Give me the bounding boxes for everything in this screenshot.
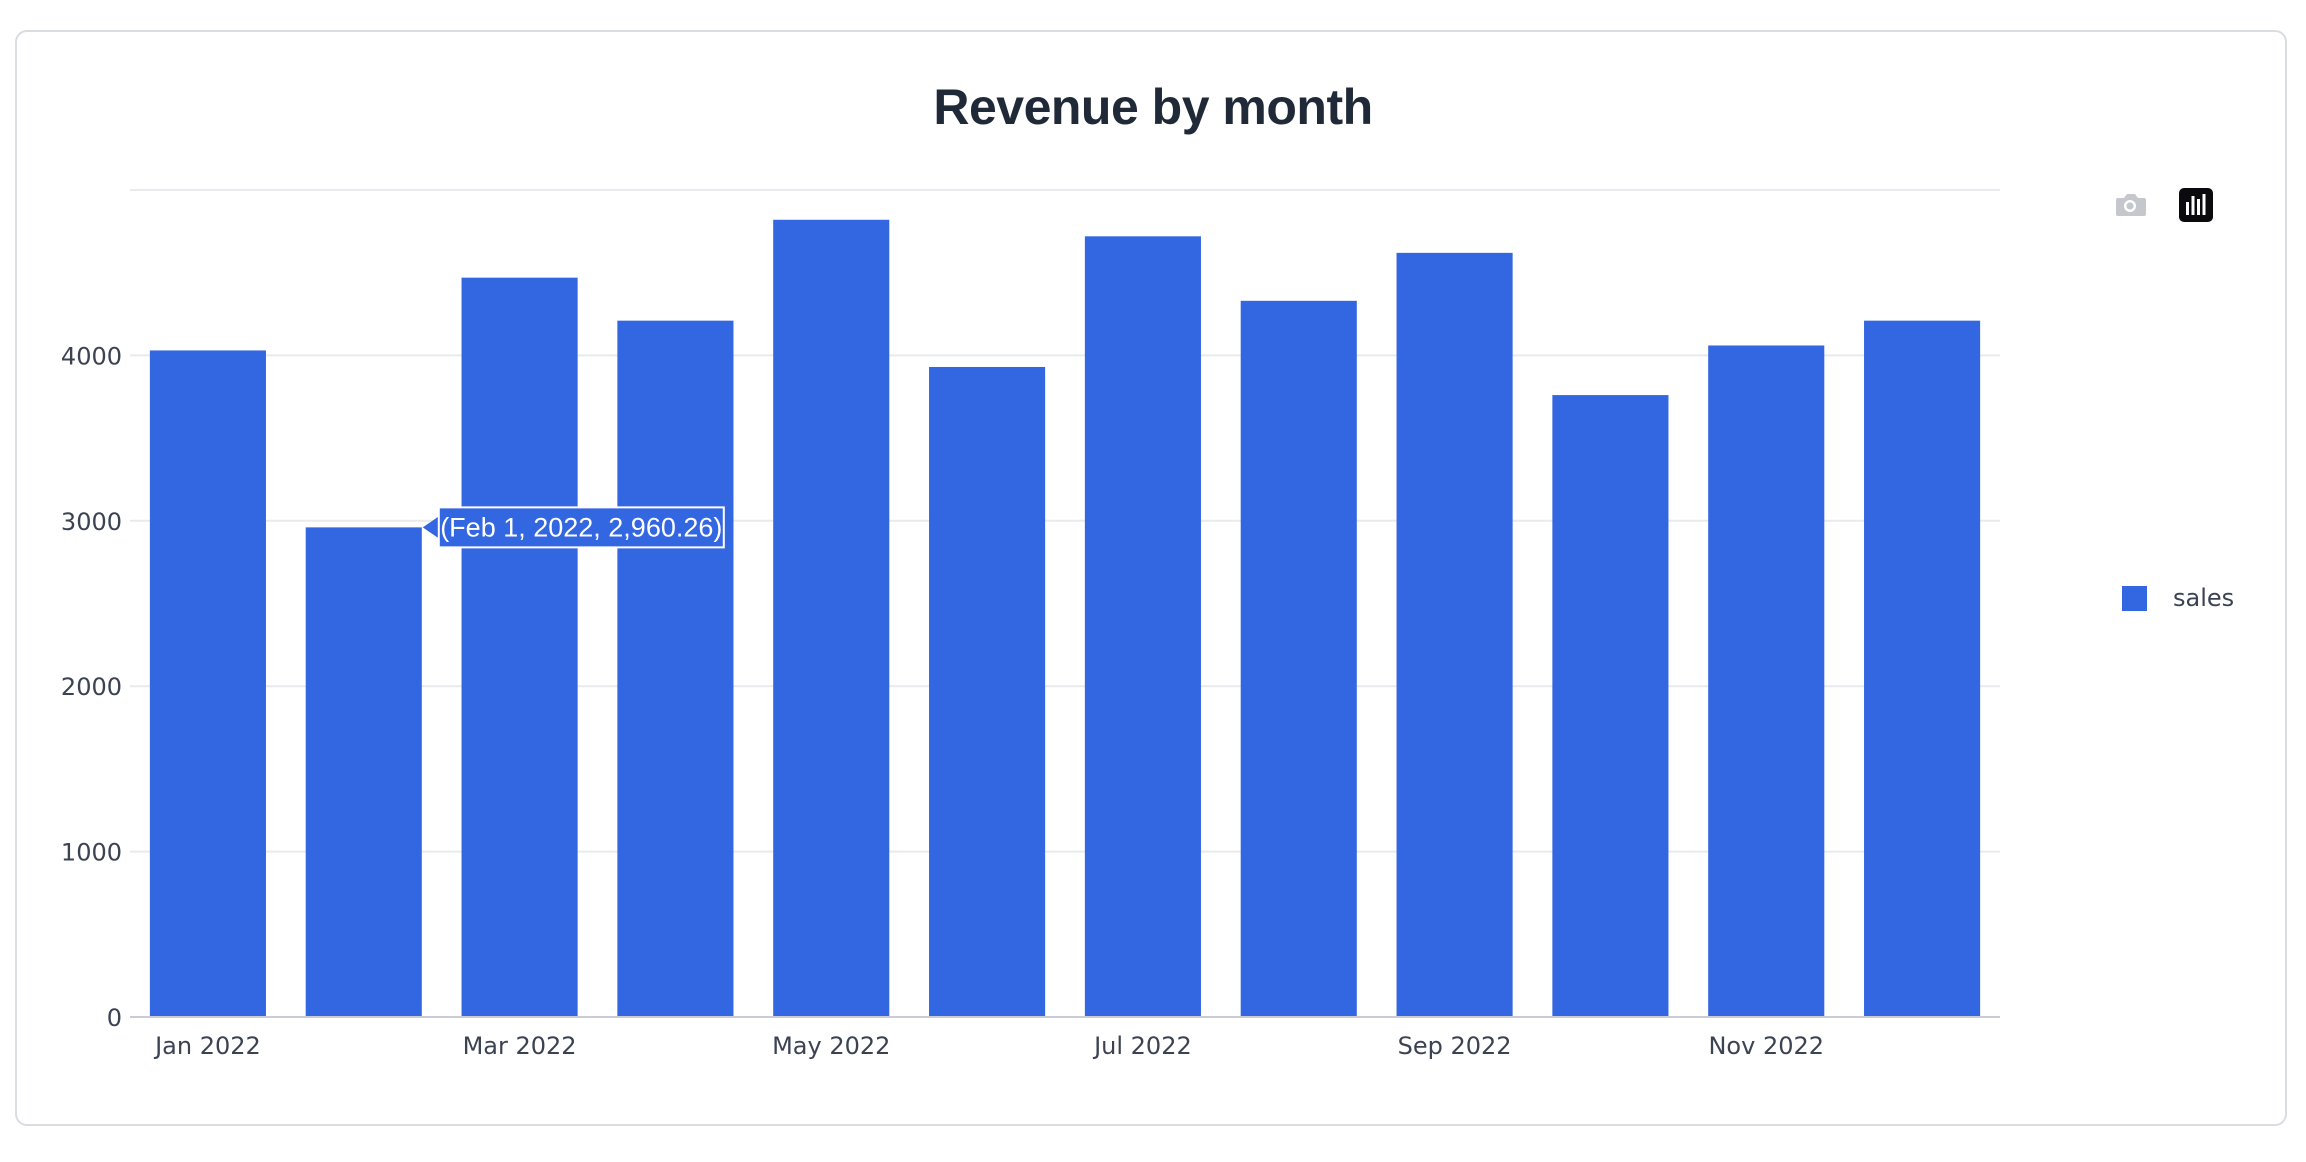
tooltip-text: (Feb 1, 2022, 2,960.26): [440, 512, 722, 542]
x-tick-label: Jul 2022: [1092, 1032, 1192, 1060]
axes: 0 1000 2000 3000 4000 Jan 2022 Mar 2022 May 202…: [61, 342, 2000, 1060]
y-tick-label: 2000: [61, 673, 122, 701]
bar-dec-2022[interactable]: [1864, 320, 1981, 1017]
bar-jun-2022[interactable]: [929, 366, 1046, 1017]
legend-label: sales: [2173, 584, 2235, 612]
y-tick-label: 3000: [61, 508, 122, 536]
y-tick-label: 0: [107, 1004, 122, 1032]
y-tick-label: 4000: [61, 342, 122, 370]
legend-swatch: [2122, 585, 2147, 611]
bar-aug-2022[interactable]: [1240, 300, 1357, 1017]
x-tick-label: Jan 2022: [153, 1032, 261, 1060]
chart-title: Revenue by month: [933, 79, 1373, 135]
tooltip-pointer: [422, 516, 439, 539]
bar-oct-2022[interactable]: [1552, 395, 1669, 1017]
camera-icon[interactable]: [2112, 187, 2148, 223]
gridlines: [130, 189, 2000, 853]
bar-sep-2022[interactable]: [1396, 252, 1513, 1018]
bars: [149, 219, 1981, 1018]
y-tick-label: 1000: [61, 839, 122, 867]
x-tick-label: May 2022: [772, 1032, 890, 1060]
x-tick-label: Mar 2022: [463, 1032, 577, 1060]
bar-feb-2022[interactable]: [305, 527, 422, 1017]
tooltip-box: [437, 506, 725, 549]
legend[interactable]: sales: [2122, 584, 2234, 612]
bar-mar-2022[interactable]: [461, 277, 578, 1017]
x-tick-label: Nov 2022: [1708, 1032, 1824, 1060]
tooltip: (Feb 1, 2022, 2,960.26): [422, 506, 725, 549]
bar-nov-2022[interactable]: [1708, 345, 1825, 1017]
bar-chart-icon[interactable]: [2178, 187, 2214, 223]
modebar: [2112, 187, 2214, 223]
bar-jan-2022[interactable]: [149, 350, 266, 1017]
x-tick-label: Sep 2022: [1398, 1032, 1512, 1060]
bar-may-2022[interactable]: [773, 219, 890, 1018]
bar-apr-2022[interactable]: [617, 320, 734, 1017]
bar-jul-2022[interactable]: [1084, 236, 1201, 1017]
